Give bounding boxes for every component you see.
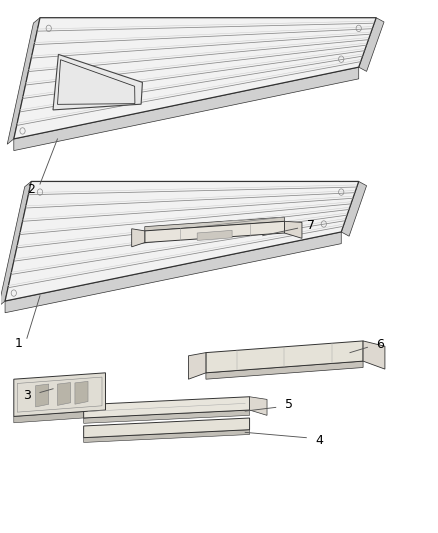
Polygon shape xyxy=(84,410,250,423)
Polygon shape xyxy=(359,18,384,71)
Polygon shape xyxy=(132,229,145,247)
Text: 6: 6 xyxy=(377,338,385,351)
Polygon shape xyxy=(5,232,341,313)
Polygon shape xyxy=(53,54,142,110)
Polygon shape xyxy=(14,373,106,416)
Polygon shape xyxy=(84,430,250,442)
Polygon shape xyxy=(188,353,206,379)
Polygon shape xyxy=(363,341,385,369)
Text: 2: 2 xyxy=(27,183,35,196)
Text: 1: 1 xyxy=(14,337,22,350)
Polygon shape xyxy=(84,397,250,418)
Text: 5: 5 xyxy=(285,398,293,411)
Polygon shape xyxy=(7,18,40,144)
Polygon shape xyxy=(206,361,363,379)
Polygon shape xyxy=(0,181,31,306)
Text: 4: 4 xyxy=(315,434,323,447)
Text: 3: 3 xyxy=(23,389,31,402)
Polygon shape xyxy=(14,18,376,139)
Polygon shape xyxy=(206,341,363,373)
Polygon shape xyxy=(341,181,367,236)
Polygon shape xyxy=(5,181,359,301)
Polygon shape xyxy=(14,67,359,151)
Polygon shape xyxy=(145,217,285,231)
Polygon shape xyxy=(250,397,267,415)
Polygon shape xyxy=(84,418,250,438)
Polygon shape xyxy=(75,381,88,404)
Polygon shape xyxy=(285,221,302,238)
Polygon shape xyxy=(197,230,232,240)
Polygon shape xyxy=(14,410,106,423)
Text: 7: 7 xyxy=(307,219,314,232)
Polygon shape xyxy=(57,383,71,406)
Polygon shape xyxy=(145,221,285,243)
Polygon shape xyxy=(35,384,49,407)
